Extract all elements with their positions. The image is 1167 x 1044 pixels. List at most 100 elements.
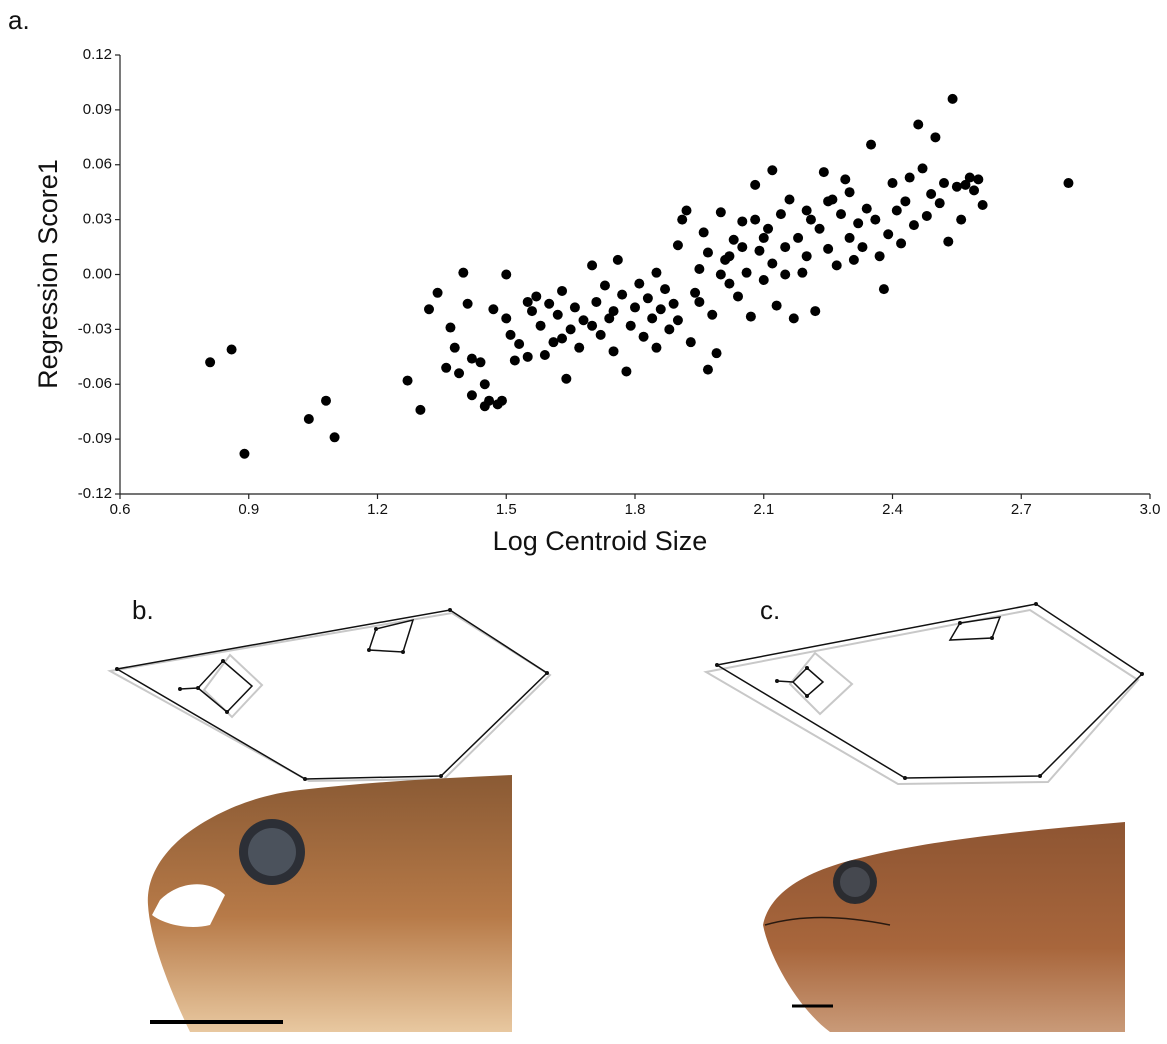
data-point <box>608 346 619 357</box>
data-point <box>810 306 821 317</box>
data-point <box>527 306 537 317</box>
data-point <box>737 216 748 227</box>
data-point <box>964 172 975 183</box>
data-point <box>574 342 585 353</box>
data-point <box>458 267 469 278</box>
data-point <box>587 260 598 271</box>
x-tick-label: 0.6 <box>110 501 131 518</box>
data-point <box>642 293 653 304</box>
data-point <box>660 284 671 295</box>
data-point <box>861 203 872 214</box>
data-point <box>501 313 512 324</box>
data-point <box>681 205 692 216</box>
x-tick-label: 2.1 <box>753 501 774 518</box>
data-point <box>887 178 898 189</box>
data-point <box>801 251 812 262</box>
data-point <box>466 353 477 364</box>
data-point <box>754 245 765 256</box>
data-point <box>844 232 855 243</box>
data-point <box>939 178 949 189</box>
landmark-diagram-c <box>703 602 1144 786</box>
y-tick-label: 0.09 <box>83 101 112 118</box>
data-point <box>896 238 907 249</box>
data-point <box>878 284 889 295</box>
data-point <box>917 163 928 174</box>
data-point <box>205 357 216 368</box>
data-point <box>840 174 851 185</box>
data-point <box>522 351 533 362</box>
data-point <box>956 214 967 225</box>
data-point <box>454 368 465 379</box>
specimen-photo-b <box>147 775 512 1032</box>
data-point <box>866 139 877 150</box>
data-point <box>728 234 739 245</box>
data-point <box>694 264 705 275</box>
x-tick-label: 2.4 <box>882 501 903 518</box>
data-point <box>973 174 984 185</box>
data-point <box>943 236 954 247</box>
data-point <box>758 274 769 285</box>
data-point <box>724 251 735 262</box>
data-point <box>501 269 512 280</box>
data-point <box>479 379 490 390</box>
data-point <box>913 119 924 130</box>
data-point <box>535 320 546 331</box>
data-point <box>780 269 791 280</box>
data-point <box>934 198 945 209</box>
data-point <box>702 247 713 258</box>
data-point <box>788 313 799 324</box>
data-point <box>801 205 812 216</box>
data-point <box>853 218 864 229</box>
data-point <box>402 375 413 386</box>
data-point <box>724 278 735 289</box>
data-point <box>449 342 460 353</box>
y-tick-label: 0.12 <box>83 46 112 63</box>
data-point <box>544 298 555 309</box>
data-point <box>226 344 237 355</box>
x-tick-label: 2.7 <box>1011 501 1032 518</box>
data-point <box>488 304 499 315</box>
y-tick-label: 0.00 <box>83 265 112 282</box>
data-point <box>552 309 563 320</box>
data-point <box>509 355 520 366</box>
data-point <box>891 205 902 216</box>
data-point <box>702 364 713 375</box>
x-tick-label: 1.8 <box>625 501 646 518</box>
data-point <box>522 296 533 307</box>
data-point <box>848 254 859 265</box>
data-point <box>462 298 473 309</box>
data-point <box>505 329 516 340</box>
data-point <box>617 289 628 300</box>
data-point <box>441 362 452 373</box>
data-point <box>784 194 795 205</box>
data-point <box>870 214 881 225</box>
data-point <box>651 342 662 353</box>
specimen-photo-c <box>763 822 1125 1032</box>
data-point <box>715 269 726 280</box>
data-point <box>591 296 602 307</box>
data-point <box>711 348 722 359</box>
data-point <box>758 232 769 243</box>
data-point <box>432 287 443 298</box>
data-point <box>908 220 919 231</box>
panel-label: b. <box>132 595 154 625</box>
x-axis-label: Log Centroid Size <box>493 526 708 556</box>
data-point <box>424 304 434 315</box>
data-point <box>715 207 726 218</box>
data-point <box>239 448 250 459</box>
data-point <box>930 132 941 143</box>
data-point <box>630 302 640 313</box>
data-point <box>484 395 495 406</box>
data-point <box>595 329 606 340</box>
data-point <box>844 187 855 198</box>
data-point <box>767 165 778 176</box>
data-point <box>921 210 932 221</box>
data-point <box>303 414 314 425</box>
data-point <box>831 260 842 271</box>
data-point <box>587 320 598 331</box>
data-point <box>445 322 456 333</box>
data-point <box>900 196 911 207</box>
data-point <box>750 214 761 225</box>
data-point <box>638 331 649 342</box>
